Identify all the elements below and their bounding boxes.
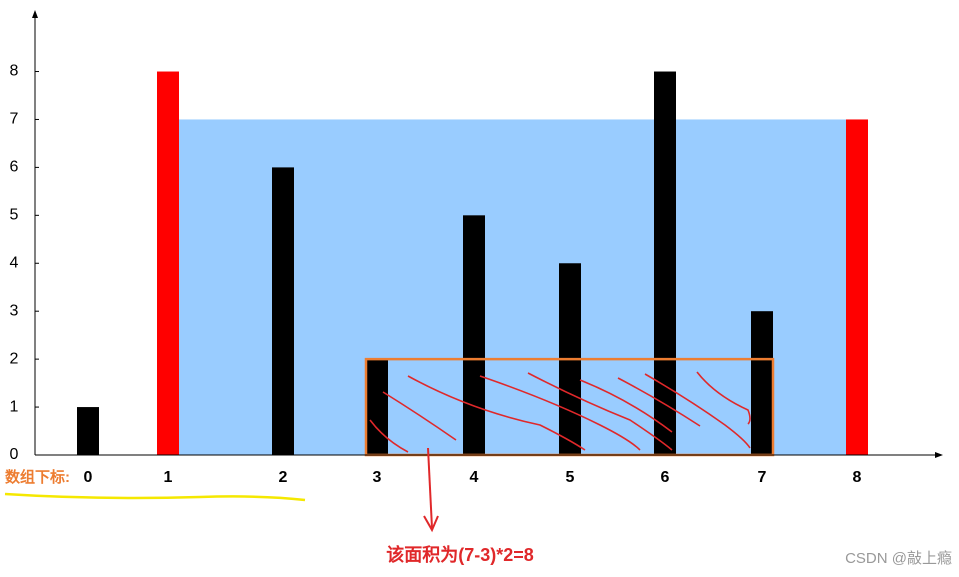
x-tick-label: 2 [279,469,288,486]
x-tick-label: 8 [853,469,862,486]
bar [846,119,868,456]
x-tick-label: 3 [373,469,382,486]
scribble [696,371,751,425]
scribble [479,375,641,451]
y-tick-label: 2 [10,350,19,367]
x-tick-label: 0 [84,469,93,486]
bar [751,311,773,455]
annotation-arrow [427,447,433,529]
scribble [382,391,457,441]
scribble [369,419,409,453]
y-tick-label: 5 [10,207,19,224]
y-axis-arrow [32,10,38,18]
scribble [579,379,673,433]
bar [272,167,294,456]
y-tick-label: 3 [10,302,19,319]
y-tick-label: 8 [10,63,19,80]
annotation: 该面积为(7-3)*2=8 [386,544,534,565]
y-tick-label: 4 [10,254,19,271]
x-tick-label: 5 [566,469,575,486]
bar [157,71,179,456]
underline [4,492,306,502]
bar [366,359,388,455]
scribble [407,375,586,451]
watermark: CSDN @敲上瘾 [845,550,952,567]
y-tick-label: 6 [10,159,19,176]
x-axis-arrow [935,452,943,458]
hatch-scribbles [369,371,751,453]
bar [77,407,99,455]
y-tick-label: 0 [10,446,19,463]
y-tick-label: 7 [10,111,19,128]
x-tick-label: 4 [470,469,479,486]
x-tick-label: 6 [661,469,670,486]
annotation-arrowhead [423,515,439,533]
scribble [527,372,673,451]
bar-layer [77,71,868,456]
y-tick-label: 1 [10,398,19,415]
bar [654,71,676,456]
x-axis-label: 数组下标: [5,468,70,486]
x-tick-label: 7 [758,469,767,486]
scribble [644,373,751,449]
scribble [617,377,701,427]
bar [463,215,485,455]
x-tick-label: 1 [164,469,173,486]
